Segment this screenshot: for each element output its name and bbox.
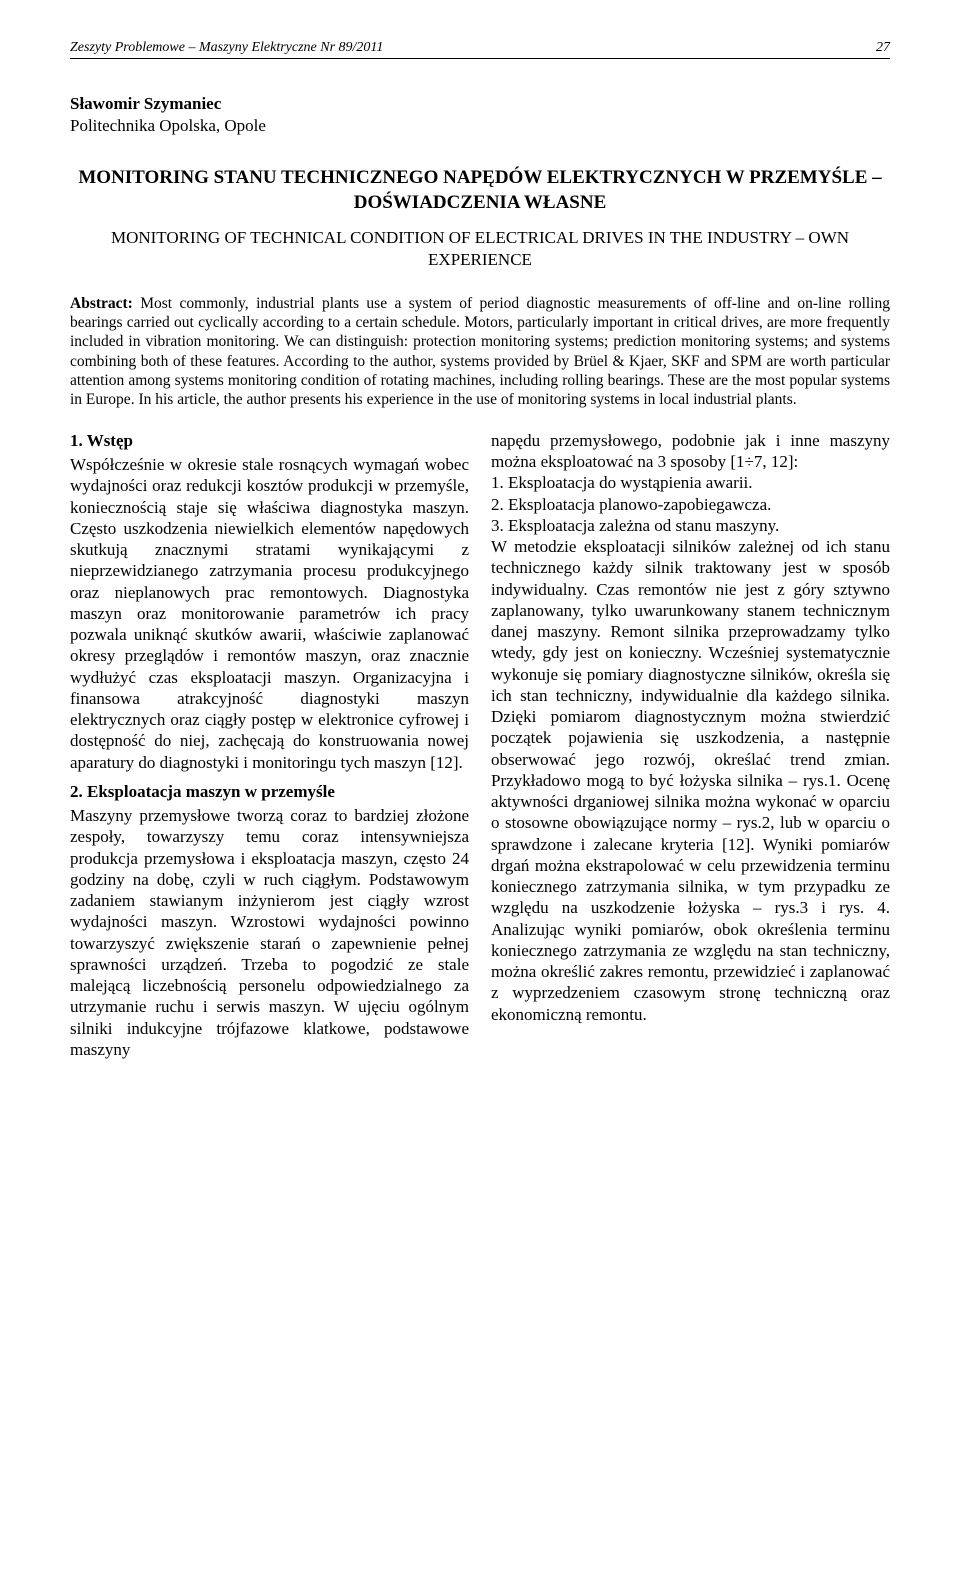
section-1-heading: 1. Wstęp bbox=[70, 430, 469, 451]
author-name: Sławomir Szymaniec bbox=[70, 94, 890, 114]
section-2-text: Maszyny przemysłowe tworzą coraz to bard… bbox=[70, 805, 469, 1060]
list-item-2: 2. Eksploatacja planowo-zapobiegawcza. bbox=[491, 494, 890, 515]
right-body-text: W metodzie eksploatacji silników zależne… bbox=[491, 536, 890, 1025]
abstract-text: Most commonly, industrial plants use a s… bbox=[70, 295, 890, 409]
abstract-label: Abstract: bbox=[70, 295, 133, 312]
list-item-3: 3. Eksploatacja zależna od stanu maszyny… bbox=[491, 515, 890, 536]
right-column: napędu przemysłowego, podobnie jak i inn… bbox=[491, 430, 890, 1060]
two-column-body: 1. Wstęp Współcześnie w okresie stale ro… bbox=[70, 430, 890, 1060]
title-main: MONITORING STANU TECHNICZNEGO NAPĘDÓW EL… bbox=[70, 166, 890, 215]
left-column: 1. Wstęp Współcześnie w okresie stale ro… bbox=[70, 430, 469, 1060]
page-number: 27 bbox=[876, 40, 890, 56]
page-header: Zeszyty Problemowe – Maszyny Elektryczne… bbox=[70, 40, 890, 59]
section-1-text: Współcześnie w okresie stale rosnących w… bbox=[70, 454, 469, 773]
section-2-heading: 2. Eksploatacja maszyn w przemyśle bbox=[70, 781, 469, 802]
right-intro-text: napędu przemysłowego, podobnie jak i inn… bbox=[491, 430, 890, 473]
title-sub: MONITORING OF TECHNICAL CONDITION OF ELE… bbox=[70, 227, 890, 271]
journal-name: Zeszyty Problemowe – Maszyny Elektryczne… bbox=[70, 40, 383, 56]
abstract-block: Abstract: Most commonly, industrial plan… bbox=[70, 294, 890, 410]
list-item-1: 1. Eksploatacja do wystąpienia awarii. bbox=[491, 472, 890, 493]
affiliation: Politechnika Opolska, Opole bbox=[70, 116, 890, 136]
